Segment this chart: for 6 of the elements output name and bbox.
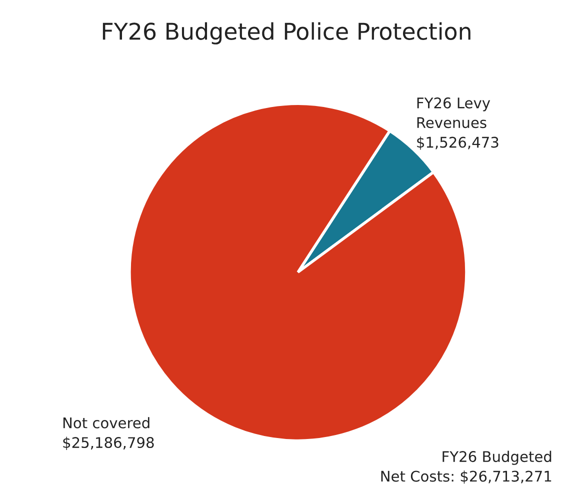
slice-label: FY26 Levy Revenues	[417, 97, 490, 128]
data-label: $1,526,473	[417, 136, 498, 150]
data-label: $25,186,798	[63, 436, 154, 450]
slice-label: Not covered	[63, 417, 150, 428]
text: FY26 Budgeted Net Costs: $26,713,271	[381, 450, 552, 484]
chart-title: FY26 Budgeted Police Protection	[102, 22, 470, 44]
